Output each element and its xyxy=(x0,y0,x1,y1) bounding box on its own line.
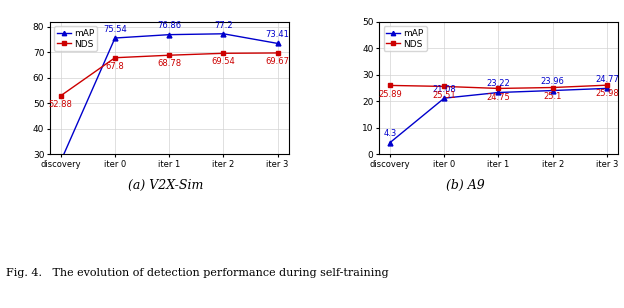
Text: 25.1: 25.1 xyxy=(544,92,562,101)
mAP xyxy=(165,33,173,37)
mAP xyxy=(57,159,64,163)
mAP xyxy=(603,87,611,90)
Text: 75.54: 75.54 xyxy=(103,25,127,34)
Text: 52.88: 52.88 xyxy=(49,100,73,109)
NDS xyxy=(220,51,227,55)
mAP xyxy=(386,141,394,144)
Text: 23.96: 23.96 xyxy=(541,77,565,86)
Text: 76.86: 76.86 xyxy=(157,22,182,30)
Line: mAP: mAP xyxy=(388,86,610,145)
NDS xyxy=(386,83,394,87)
Text: 24.77: 24.77 xyxy=(595,75,619,84)
mAP xyxy=(495,91,502,94)
Text: 25.51: 25.51 xyxy=(432,91,456,99)
Text: (a) V2X-Sim: (a) V2X-Sim xyxy=(128,179,203,192)
Text: (b) A9: (b) A9 xyxy=(446,179,484,192)
mAP xyxy=(220,32,227,36)
NDS xyxy=(603,83,611,87)
Line: NDS: NDS xyxy=(58,51,280,98)
NDS xyxy=(495,87,502,90)
Text: 27.19: 27.19 xyxy=(0,307,1,308)
mAP xyxy=(549,89,557,92)
NDS xyxy=(57,94,64,98)
Text: 67.8: 67.8 xyxy=(105,62,124,71)
Legend: mAP, NDS: mAP, NDS xyxy=(54,26,97,51)
Line: NDS: NDS xyxy=(388,83,610,91)
NDS xyxy=(441,85,448,88)
Text: 77.2: 77.2 xyxy=(214,21,233,30)
mAP xyxy=(441,96,448,100)
NDS xyxy=(165,53,173,57)
mAP xyxy=(111,36,119,40)
NDS xyxy=(549,86,557,89)
Legend: mAP, NDS: mAP, NDS xyxy=(384,26,427,51)
Text: 23.22: 23.22 xyxy=(487,79,510,88)
NDS xyxy=(274,51,281,55)
NDS xyxy=(111,56,119,59)
mAP xyxy=(274,42,281,45)
Text: 68.78: 68.78 xyxy=(157,59,182,68)
Text: 73.41: 73.41 xyxy=(266,30,290,39)
Text: 69.54: 69.54 xyxy=(212,58,235,67)
Text: Fig. 4.   The evolution of detection performance during self-training: Fig. 4. The evolution of detection perfo… xyxy=(6,268,389,278)
Line: mAP: mAP xyxy=(58,31,280,164)
Text: 25.89: 25.89 xyxy=(378,90,402,99)
Text: 24.75: 24.75 xyxy=(487,93,510,102)
Text: 4.3: 4.3 xyxy=(383,129,397,138)
Text: 69.67: 69.67 xyxy=(266,57,290,66)
Text: 21.08: 21.08 xyxy=(432,85,456,94)
Text: 25.98: 25.98 xyxy=(595,89,619,98)
